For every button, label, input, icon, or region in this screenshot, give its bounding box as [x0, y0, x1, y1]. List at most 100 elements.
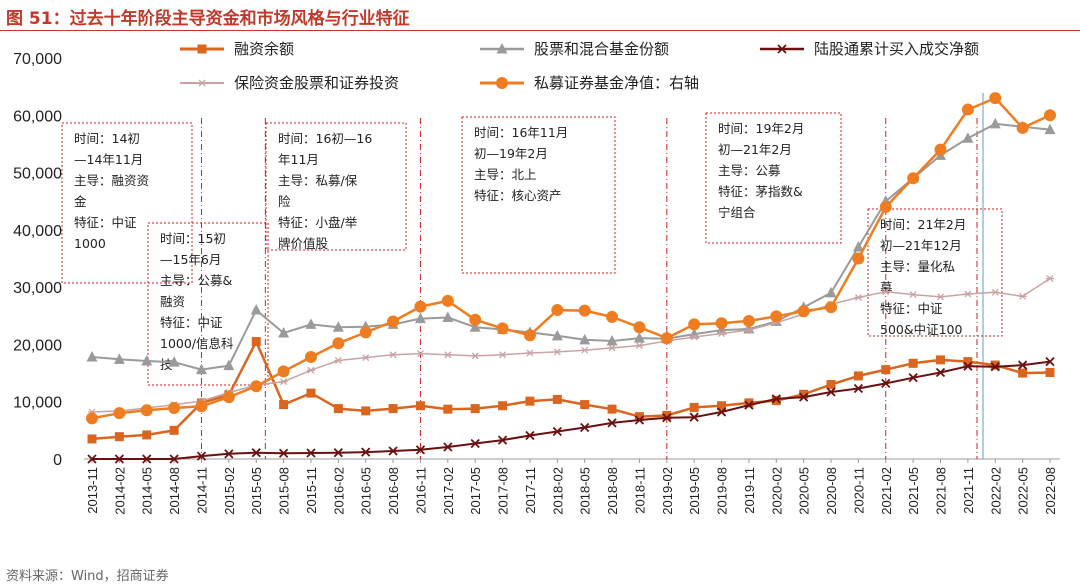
- data-point: [1044, 123, 1056, 135]
- data-point: [909, 291, 918, 299]
- axes: 0 10,000 20,000 30,000 40,000 50,000 60,000 70,…: [13, 51, 1060, 515]
- data-point: [471, 352, 480, 360]
- data-point: [142, 430, 152, 440]
- data-point: [497, 435, 508, 445]
- annotation-line: 宁组合: [718, 205, 756, 220]
- data-point: [469, 321, 481, 332]
- data-point: [1045, 367, 1055, 377]
- data-point: [251, 337, 261, 347]
- annotation-frame: [265, 122, 407, 251]
- data-point: [387, 315, 400, 328]
- data-point: [744, 326, 753, 334]
- data-point: [936, 293, 945, 301]
- annotation-frame: [461, 116, 616, 274]
- legend-label: 陆股通累计买入成交净额: [814, 40, 979, 58]
- data-point: [496, 77, 508, 89]
- x-tick-label: 2022-05: [1016, 467, 1031, 515]
- annotation-frame: [61, 122, 193, 284]
- x-tick-label: 2022-08: [1043, 467, 1058, 515]
- data-point: [361, 406, 371, 416]
- data-point: [306, 388, 316, 398]
- data-point: [689, 402, 699, 412]
- data-point: [306, 448, 316, 458]
- data-point: [169, 425, 179, 435]
- data-point: [826, 380, 836, 390]
- y-tick-label: 60,000: [13, 108, 62, 125]
- annotation-frame: [867, 208, 1003, 337]
- annotation-line: 时间：14初: [74, 131, 140, 146]
- data-point: [606, 310, 619, 323]
- annotation-line: 特征：中证: [880, 301, 943, 316]
- data-point: [881, 378, 891, 389]
- data-point: [717, 330, 726, 338]
- x-tick-label: 2017-02: [441, 467, 456, 515]
- data-point: [441, 294, 454, 307]
- title-rule: [0, 30, 1080, 31]
- data-point: [662, 413, 672, 423]
- data-point: [744, 398, 754, 408]
- x-tick-label: 2021-08: [934, 467, 949, 515]
- x-tick-label: 2015-11: [304, 467, 319, 514]
- annotation-line: —15年6月: [160, 252, 221, 267]
- data-point: [142, 454, 152, 464]
- data-point: [415, 401, 425, 411]
- x-tick-label: 2013-11: [85, 467, 100, 514]
- x-tick-label: 2014-08: [167, 467, 182, 515]
- data-point: [1046, 275, 1054, 283]
- annotation-line: 时间：16年11月: [474, 125, 568, 140]
- annotation-line: 金: [74, 194, 87, 209]
- annotation-line: 主导：私募/保: [278, 173, 358, 188]
- legend-label: 股票和混合基金份额: [534, 40, 669, 58]
- data-point: [825, 301, 838, 314]
- data-point: [496, 322, 509, 335]
- data-point: [113, 407, 126, 420]
- data-point: [305, 318, 317, 329]
- series-2: [87, 356, 1055, 464]
- annotation-line: 牌价值股: [278, 236, 329, 251]
- data-point: [359, 326, 372, 339]
- line-chart: 0 10,000 20,000 30,000 40,000 50,000 60,000 70,…: [13, 40, 1060, 515]
- x-tick-label: 2021-11: [961, 467, 976, 514]
- data-point: [224, 449, 234, 459]
- y-tick-label: 30,000: [13, 280, 62, 297]
- data-point: [963, 361, 973, 371]
- annotation-line: 特征：茅指数&: [718, 184, 803, 199]
- data-point: [1044, 109, 1056, 122]
- data-point: [1016, 121, 1029, 134]
- data-point: [523, 329, 536, 342]
- annotation-line: 主导：量化私: [880, 259, 955, 274]
- data-point: [195, 400, 208, 413]
- data-point: [552, 394, 562, 404]
- data-point: [86, 351, 98, 362]
- x-tick-label: 2019-08: [715, 467, 730, 515]
- data-point: [361, 447, 371, 457]
- x-tick-label: 2018-05: [578, 467, 593, 515]
- series-line: [92, 360, 1051, 460]
- data-point: [196, 451, 207, 461]
- data-point: [1018, 292, 1027, 300]
- data-point: [662, 410, 672, 420]
- data-point: [388, 404, 398, 414]
- annotation-line: 特征：核心资产: [474, 188, 562, 203]
- data-point: [715, 317, 728, 330]
- data-point: [908, 358, 918, 368]
- data-point: [416, 350, 425, 358]
- annotation-line: 主导：公募&: [160, 273, 233, 288]
- x-tick-label: 2019-02: [660, 467, 675, 515]
- data-point: [113, 353, 125, 364]
- data-point: [963, 357, 973, 367]
- data-point: [744, 400, 754, 410]
- figure-title: 图 51：过去十年阶段主导资金和市场风格与行业特征: [6, 9, 410, 29]
- data-point: [797, 305, 810, 318]
- data-point: [553, 348, 562, 356]
- x-tick-label: 2020-02: [769, 467, 784, 515]
- data-point: [634, 415, 645, 425]
- data-point: [443, 404, 453, 414]
- x-tick-label: 2020-05: [797, 467, 812, 515]
- data-point: [414, 312, 426, 324]
- data-point: [908, 373, 918, 383]
- data-point: [195, 363, 207, 375]
- data-point: [580, 346, 589, 354]
